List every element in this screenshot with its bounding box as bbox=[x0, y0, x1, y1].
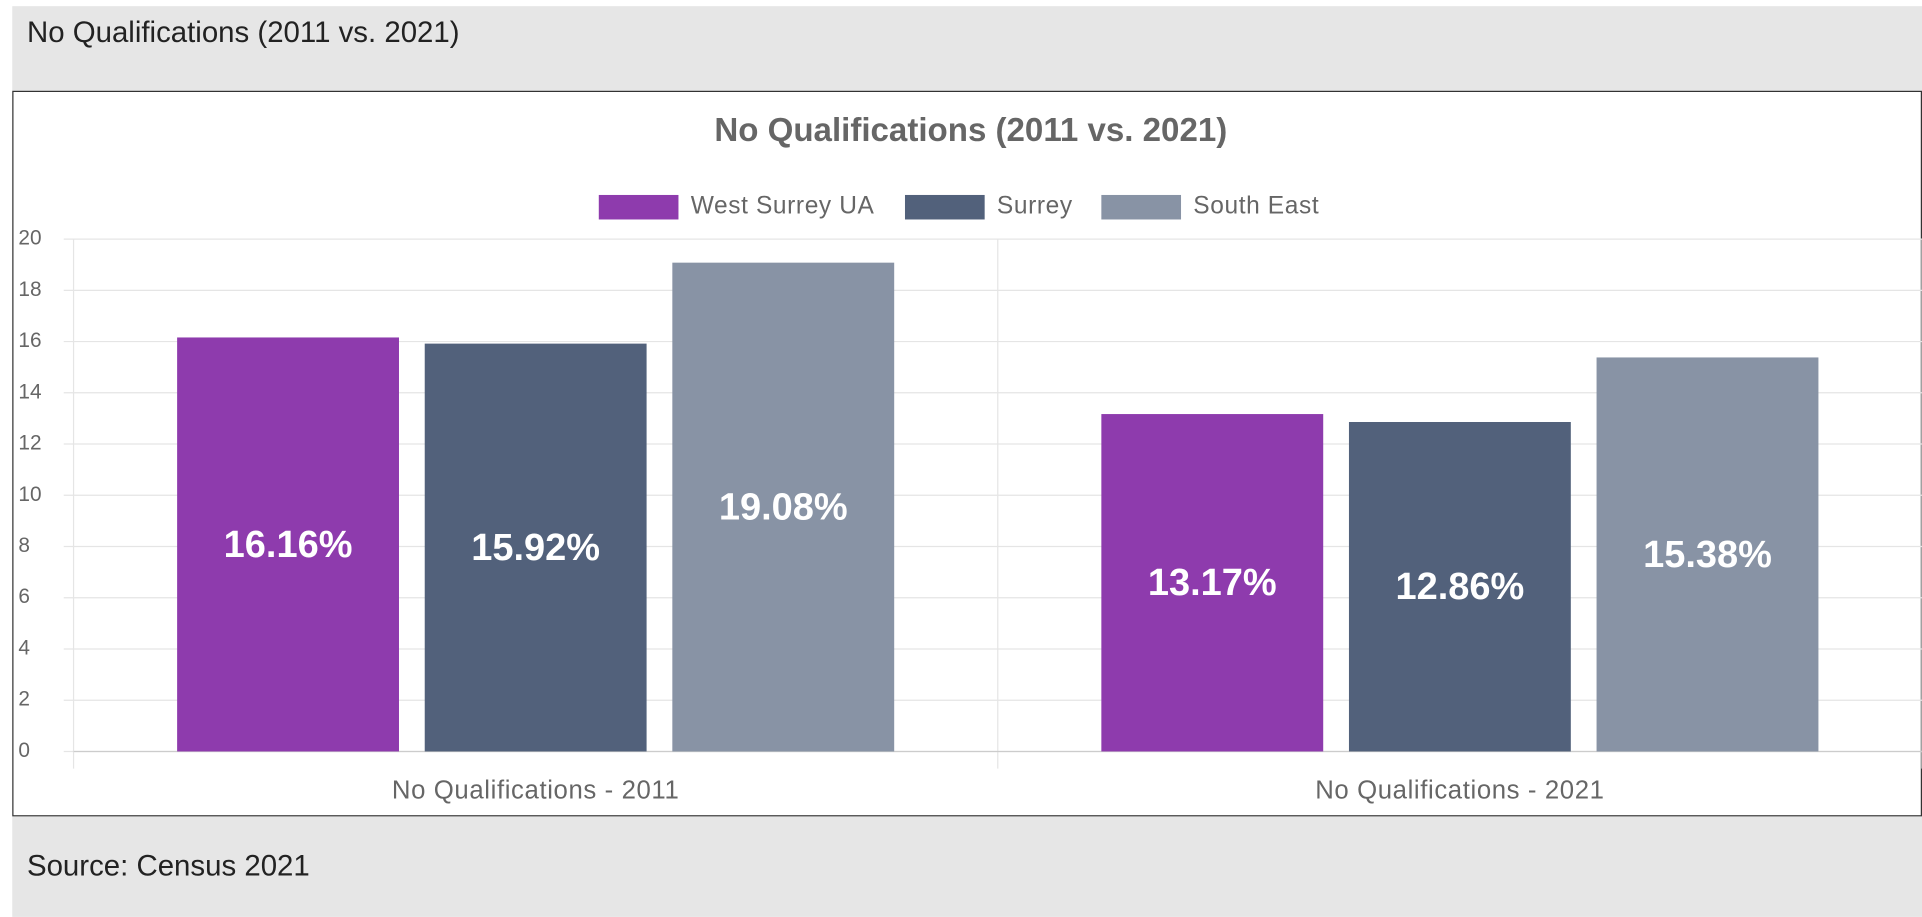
legend-label: West Surrey UA bbox=[691, 193, 875, 220]
y-tick-label: 6 bbox=[18, 585, 30, 608]
legend-label: South East bbox=[1193, 193, 1319, 220]
y-tick-label: 16 bbox=[18, 329, 41, 352]
y-tick-label: 8 bbox=[18, 534, 30, 557]
y-tick-label: 14 bbox=[18, 380, 41, 403]
footer-source: Source: Census 2021 bbox=[27, 850, 310, 883]
y-tick-label: 10 bbox=[18, 483, 41, 506]
y-tick-label: 20 bbox=[18, 227, 41, 250]
legend-swatch bbox=[1101, 194, 1182, 220]
x-tick-label: No Qualifications - 2011 bbox=[392, 777, 679, 805]
value-label: 19.08% bbox=[719, 487, 848, 529]
footer-panel bbox=[12, 816, 1922, 917]
bar bbox=[1101, 414, 1324, 752]
y-tick-label: 12 bbox=[18, 432, 41, 455]
value-label: 15.92% bbox=[471, 527, 600, 569]
legend-swatch bbox=[904, 194, 985, 220]
value-label: 16.16% bbox=[224, 524, 353, 566]
bar bbox=[177, 337, 399, 752]
chart-title: No Qualifications (2011 vs. 2021) bbox=[714, 112, 1227, 149]
legend-label: Surrey bbox=[997, 193, 1073, 220]
header-title: No Qualifications (2011 vs. 2021) bbox=[27, 16, 460, 49]
x-tick-label: No Qualifications - 2021 bbox=[1315, 777, 1604, 805]
value-label: 13.17% bbox=[1148, 562, 1277, 604]
bar bbox=[1348, 422, 1571, 752]
value-label: 15.38% bbox=[1643, 534, 1772, 576]
bar bbox=[1596, 357, 1819, 752]
y-tick-label: 18 bbox=[18, 278, 41, 301]
y-tick-label: 4 bbox=[18, 636, 30, 659]
legend-swatch bbox=[598, 194, 679, 220]
bar bbox=[672, 262, 895, 752]
y-tick-label: 0 bbox=[18, 739, 30, 762]
header-panel bbox=[12, 6, 1922, 91]
bar bbox=[424, 343, 647, 752]
y-tick-label: 2 bbox=[18, 688, 30, 711]
value-label: 12.86% bbox=[1395, 566, 1524, 608]
